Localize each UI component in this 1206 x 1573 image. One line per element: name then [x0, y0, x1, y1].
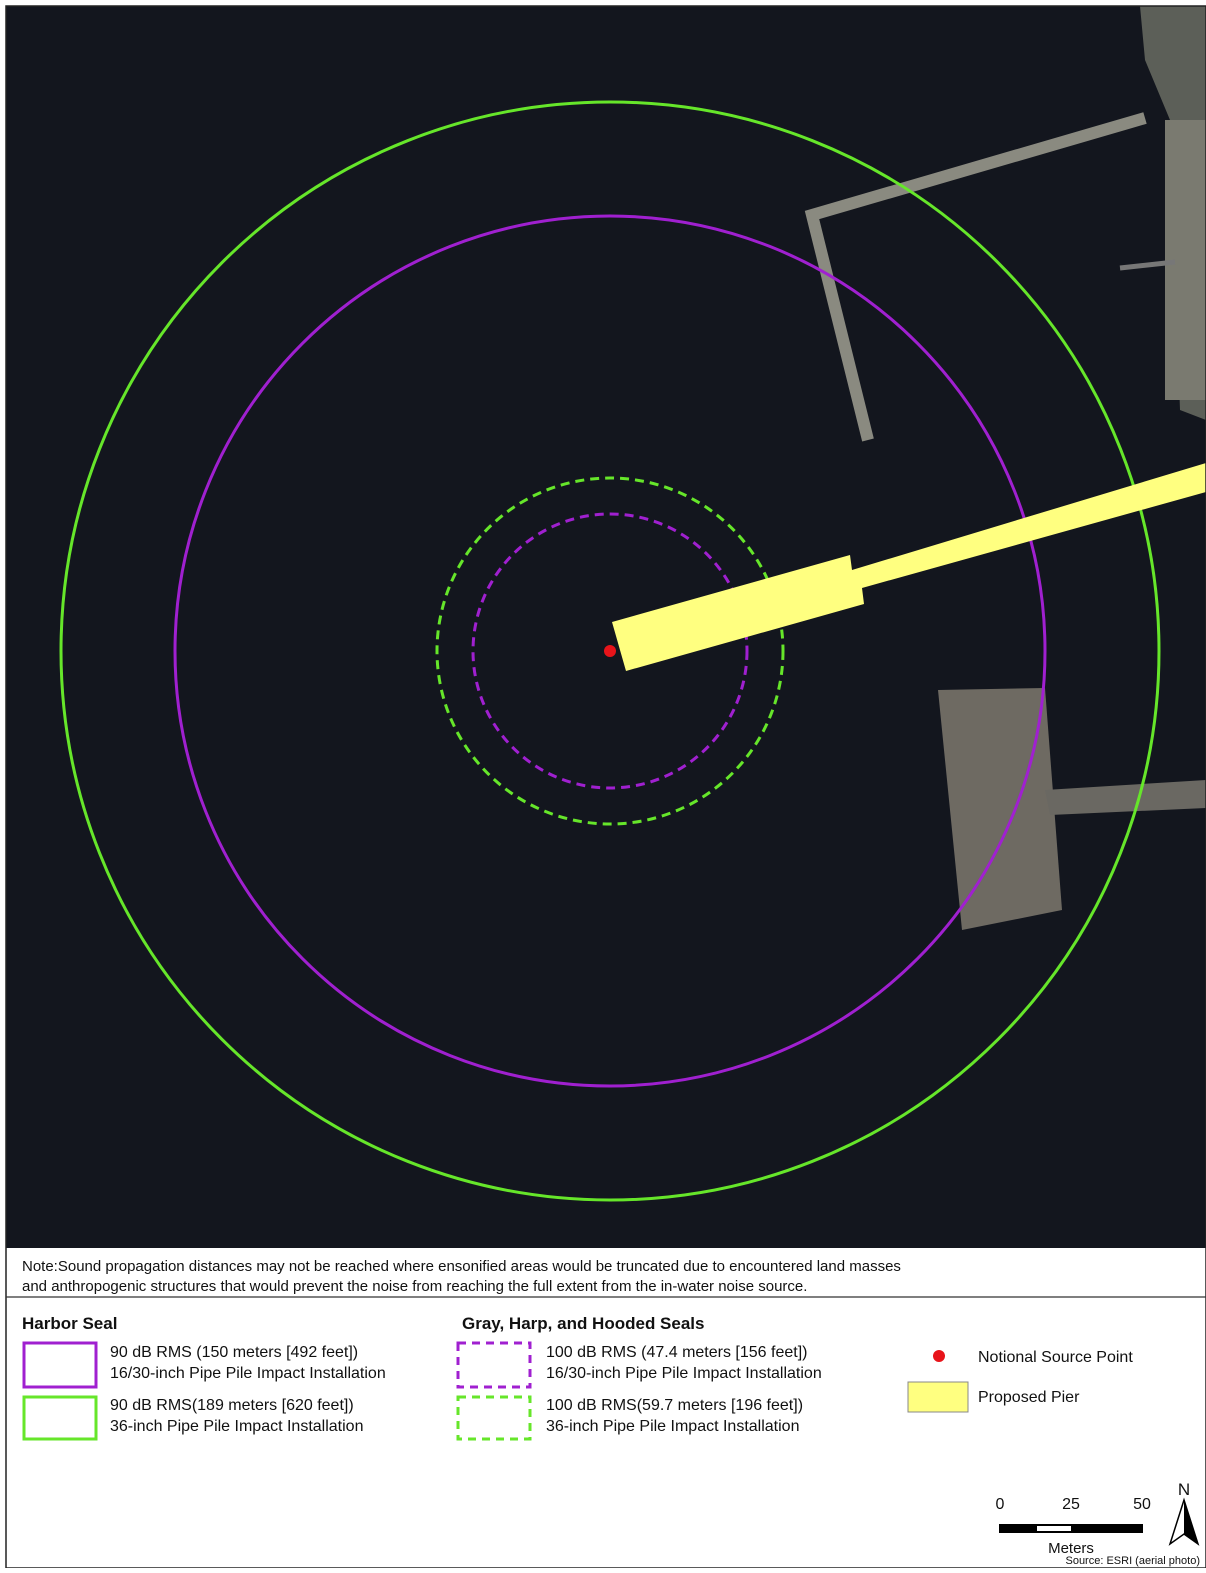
legend-group-title: Harbor Seal [22, 1314, 117, 1333]
scale-unit: Meters [1048, 1540, 1094, 1557]
scale-label: 50 [1133, 1496, 1151, 1513]
source-point [604, 645, 616, 657]
legend-label: 36-inch Pipe Pile Impact Installation [110, 1418, 363, 1435]
north-label: N [1178, 1480, 1190, 1499]
note-line: and anthropogenic structures that would … [22, 1278, 807, 1295]
source-credit: Source: ESRI (aerial photo) [1065, 1555, 1200, 1567]
scale-label: 25 [1062, 1496, 1080, 1513]
legend-swatch [907, 1381, 969, 1413]
legend-label: Proposed Pier [978, 1389, 1080, 1406]
other-seals-16-30in-zone [471, 512, 749, 790]
breakwater [804, 112, 1147, 442]
legend-label: 90 dB RMS(189 meters [620 feet]) [110, 1397, 354, 1414]
legend-swatch [22, 1341, 98, 1389]
harbor-seal-36in-zone [59, 100, 1161, 1202]
legend-label: 16/30-inch Pipe Pile Impact Installation [110, 1365, 386, 1382]
north-arrow-half [1184, 1500, 1198, 1544]
legend-swatch [456, 1395, 532, 1441]
legend-label: 100 dB RMS (47.4 meters [156 feet]) [546, 1344, 807, 1361]
pier-platform [938, 688, 1062, 930]
harbor-seal-16-30in-zone [173, 214, 1047, 1088]
legend-swatch [22, 1395, 98, 1441]
pier-walkway [1045, 780, 1206, 815]
other-seals-36in-zone [435, 476, 785, 826]
scale-bar-segment [1037, 1526, 1071, 1531]
proposed-pier [612, 463, 1206, 671]
legend-label: 100 dB RMS(59.7 meters [196 feet]) [546, 1397, 803, 1414]
legend-label: 90 dB RMS (150 meters [492 feet]) [110, 1344, 358, 1361]
legend-label: 16/30-inch Pipe Pile Impact Installation [546, 1365, 822, 1382]
legend-swatch [456, 1341, 532, 1389]
legend-label: 36-inch Pipe Pile Impact Installation [546, 1418, 799, 1435]
legend-label: Notional Source Point [978, 1349, 1133, 1366]
scale-label: 0 [996, 1496, 1005, 1513]
small-dock [1119, 259, 1176, 271]
legend-swatch [933, 1350, 945, 1362]
legend-group-title: Gray, Harp, and Hooded Seals [462, 1314, 704, 1333]
aerial-map [6, 6, 1206, 1248]
water [6, 6, 1206, 1248]
note-line: Note:Sound propagation distances may not… [22, 1258, 901, 1275]
